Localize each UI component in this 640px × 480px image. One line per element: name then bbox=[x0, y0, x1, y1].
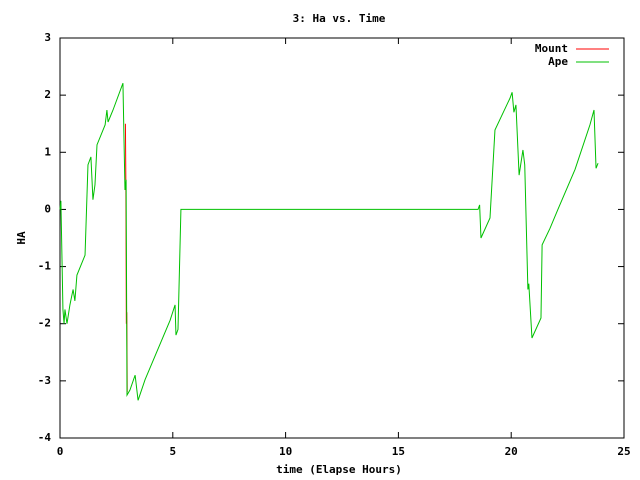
x-tick-label: 5 bbox=[169, 445, 176, 458]
y-tick-label: -4 bbox=[38, 431, 52, 444]
y-axis-label: HA bbox=[15, 231, 28, 245]
y-tick-label: -1 bbox=[38, 260, 52, 273]
legend-label: Ape bbox=[548, 55, 568, 68]
y-tick-label: 0 bbox=[44, 202, 51, 215]
x-tick-label: 25 bbox=[617, 445, 630, 458]
x-tick-label: 10 bbox=[279, 445, 292, 458]
x-tick-label: 15 bbox=[392, 445, 405, 458]
x-axis-label: time (Elapse Hours) bbox=[276, 463, 402, 476]
series-line bbox=[59, 82, 599, 401]
y-tick-label: 2 bbox=[44, 88, 51, 101]
y-tick-label: 3 bbox=[44, 31, 51, 44]
chart-title: 3: Ha vs. Time bbox=[293, 12, 386, 25]
x-tick-label: 0 bbox=[57, 445, 64, 458]
legend-label: Mount bbox=[535, 42, 568, 55]
plot-frame bbox=[59, 37, 625, 439]
y-tick-label: -3 bbox=[38, 374, 51, 387]
x-tick-label: 20 bbox=[505, 445, 518, 458]
y-tick-label: 1 bbox=[44, 145, 51, 158]
y-tick-label: -2 bbox=[38, 317, 51, 330]
